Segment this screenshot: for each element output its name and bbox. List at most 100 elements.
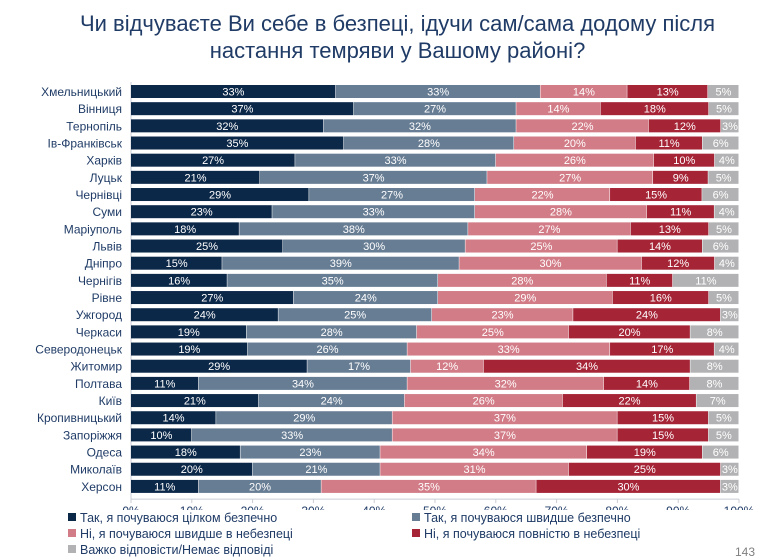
data-label: 22%	[619, 396, 641, 408]
bar-segment	[540, 85, 627, 98]
x-tick-label: 60%	[484, 504, 508, 510]
data-label: 24%	[355, 293, 377, 305]
bar-segment	[474, 205, 647, 219]
category-label: Київ	[99, 394, 122, 408]
data-label: 27%	[559, 172, 581, 184]
data-label: 27%	[202, 155, 224, 167]
bar-segment	[343, 136, 514, 150]
data-label: 25%	[196, 241, 218, 253]
bar-segment	[323, 119, 516, 133]
data-label: 33%	[363, 207, 385, 219]
category-label: Хмельницький	[41, 85, 122, 99]
bar-segment	[131, 273, 227, 287]
data-label: 34%	[292, 378, 314, 390]
bar-segment	[131, 170, 260, 184]
data-label: 29%	[208, 361, 230, 373]
data-label: 12%	[667, 258, 689, 270]
bar-segment	[696, 394, 739, 408]
bar-segment	[536, 479, 721, 493]
legend-label: Так, я почуваюся швидше безпечно	[424, 511, 631, 525]
data-label: 16%	[650, 293, 672, 305]
data-label: 15%	[652, 430, 674, 442]
bar-segment	[416, 325, 569, 339]
bar-segment	[131, 325, 247, 339]
data-label: 6%	[713, 190, 729, 202]
data-label: 23%	[191, 207, 213, 219]
bar-segment	[568, 462, 721, 476]
data-label: 32%	[216, 121, 238, 133]
data-label: 14%	[573, 87, 595, 99]
category-label: Чернівці	[75, 188, 122, 202]
bar-segment	[131, 102, 354, 116]
bar-segment	[247, 342, 407, 356]
data-label: 33%	[281, 430, 303, 442]
data-label: 8%	[707, 361, 723, 373]
data-label: 17%	[348, 361, 370, 373]
data-label: 25%	[634, 464, 656, 476]
bar-segment	[407, 376, 604, 390]
bar-segment	[131, 359, 307, 373]
data-label: 30%	[617, 481, 639, 493]
bar-segment	[131, 342, 248, 356]
x-tick-label: 0%	[122, 504, 140, 510]
bar-segment	[483, 359, 690, 373]
bar-segment	[495, 153, 654, 167]
data-label: 22%	[531, 190, 553, 202]
bar-segment	[465, 239, 617, 253]
bar-segment	[708, 411, 739, 425]
data-label: 19%	[178, 344, 200, 356]
bar-segment	[380, 445, 587, 459]
bar-segment	[720, 479, 739, 493]
legend-label: Так, я почуваюся цілком безпечно	[80, 511, 278, 525]
data-label: 21%	[305, 464, 327, 476]
data-label: 10%	[673, 155, 695, 167]
data-label: 13%	[657, 87, 679, 99]
bar-segment	[690, 325, 739, 339]
data-label: 33%	[427, 87, 449, 99]
data-label: 19%	[178, 327, 200, 339]
bar-segment	[714, 342, 739, 356]
x-tick-label: 30%	[301, 504, 325, 510]
data-label: 30%	[540, 258, 562, 270]
data-label: 15%	[166, 258, 188, 270]
data-label: 5%	[716, 430, 732, 442]
data-label: 27%	[538, 224, 560, 236]
bar-segment	[131, 291, 294, 305]
bar-segment	[252, 462, 380, 476]
data-label: 9%	[673, 172, 689, 184]
data-label: 20%	[564, 138, 586, 150]
bar-segment	[131, 308, 278, 322]
category-label: Житомир	[71, 360, 123, 374]
data-label: 6%	[713, 138, 729, 150]
bar-segment	[438, 273, 607, 287]
data-label: 17%	[651, 344, 673, 356]
bar-segment	[646, 205, 714, 219]
bar-segment	[672, 273, 739, 287]
bar-segment	[702, 445, 739, 459]
bar-segment	[562, 394, 696, 408]
data-label: 29%	[514, 293, 536, 305]
data-label: 3%	[722, 310, 738, 322]
x-tick-label: 90%	[666, 504, 690, 510]
bar-segment	[714, 153, 739, 167]
bar-segment	[227, 273, 438, 287]
bar-segment	[380, 462, 569, 476]
data-label: 3%	[722, 481, 738, 493]
bar-segment	[278, 308, 432, 322]
bar-segment	[617, 428, 709, 442]
data-label: 26%	[473, 396, 495, 408]
data-label: 26%	[564, 155, 586, 167]
bar-segment	[617, 411, 709, 425]
data-label: 21%	[184, 396, 206, 408]
bar-segment	[568, 325, 690, 339]
legend-swatch-icon	[68, 545, 76, 553]
data-label: 27%	[424, 104, 446, 116]
data-label: 6%	[713, 241, 729, 253]
bar-segment	[392, 428, 617, 442]
data-label: 3%	[722, 464, 738, 476]
data-label: 32%	[409, 121, 431, 133]
data-label: 4%	[719, 155, 735, 167]
data-label: 29%	[209, 190, 231, 202]
bar-segment	[573, 308, 721, 322]
data-label: 25%	[344, 310, 366, 322]
